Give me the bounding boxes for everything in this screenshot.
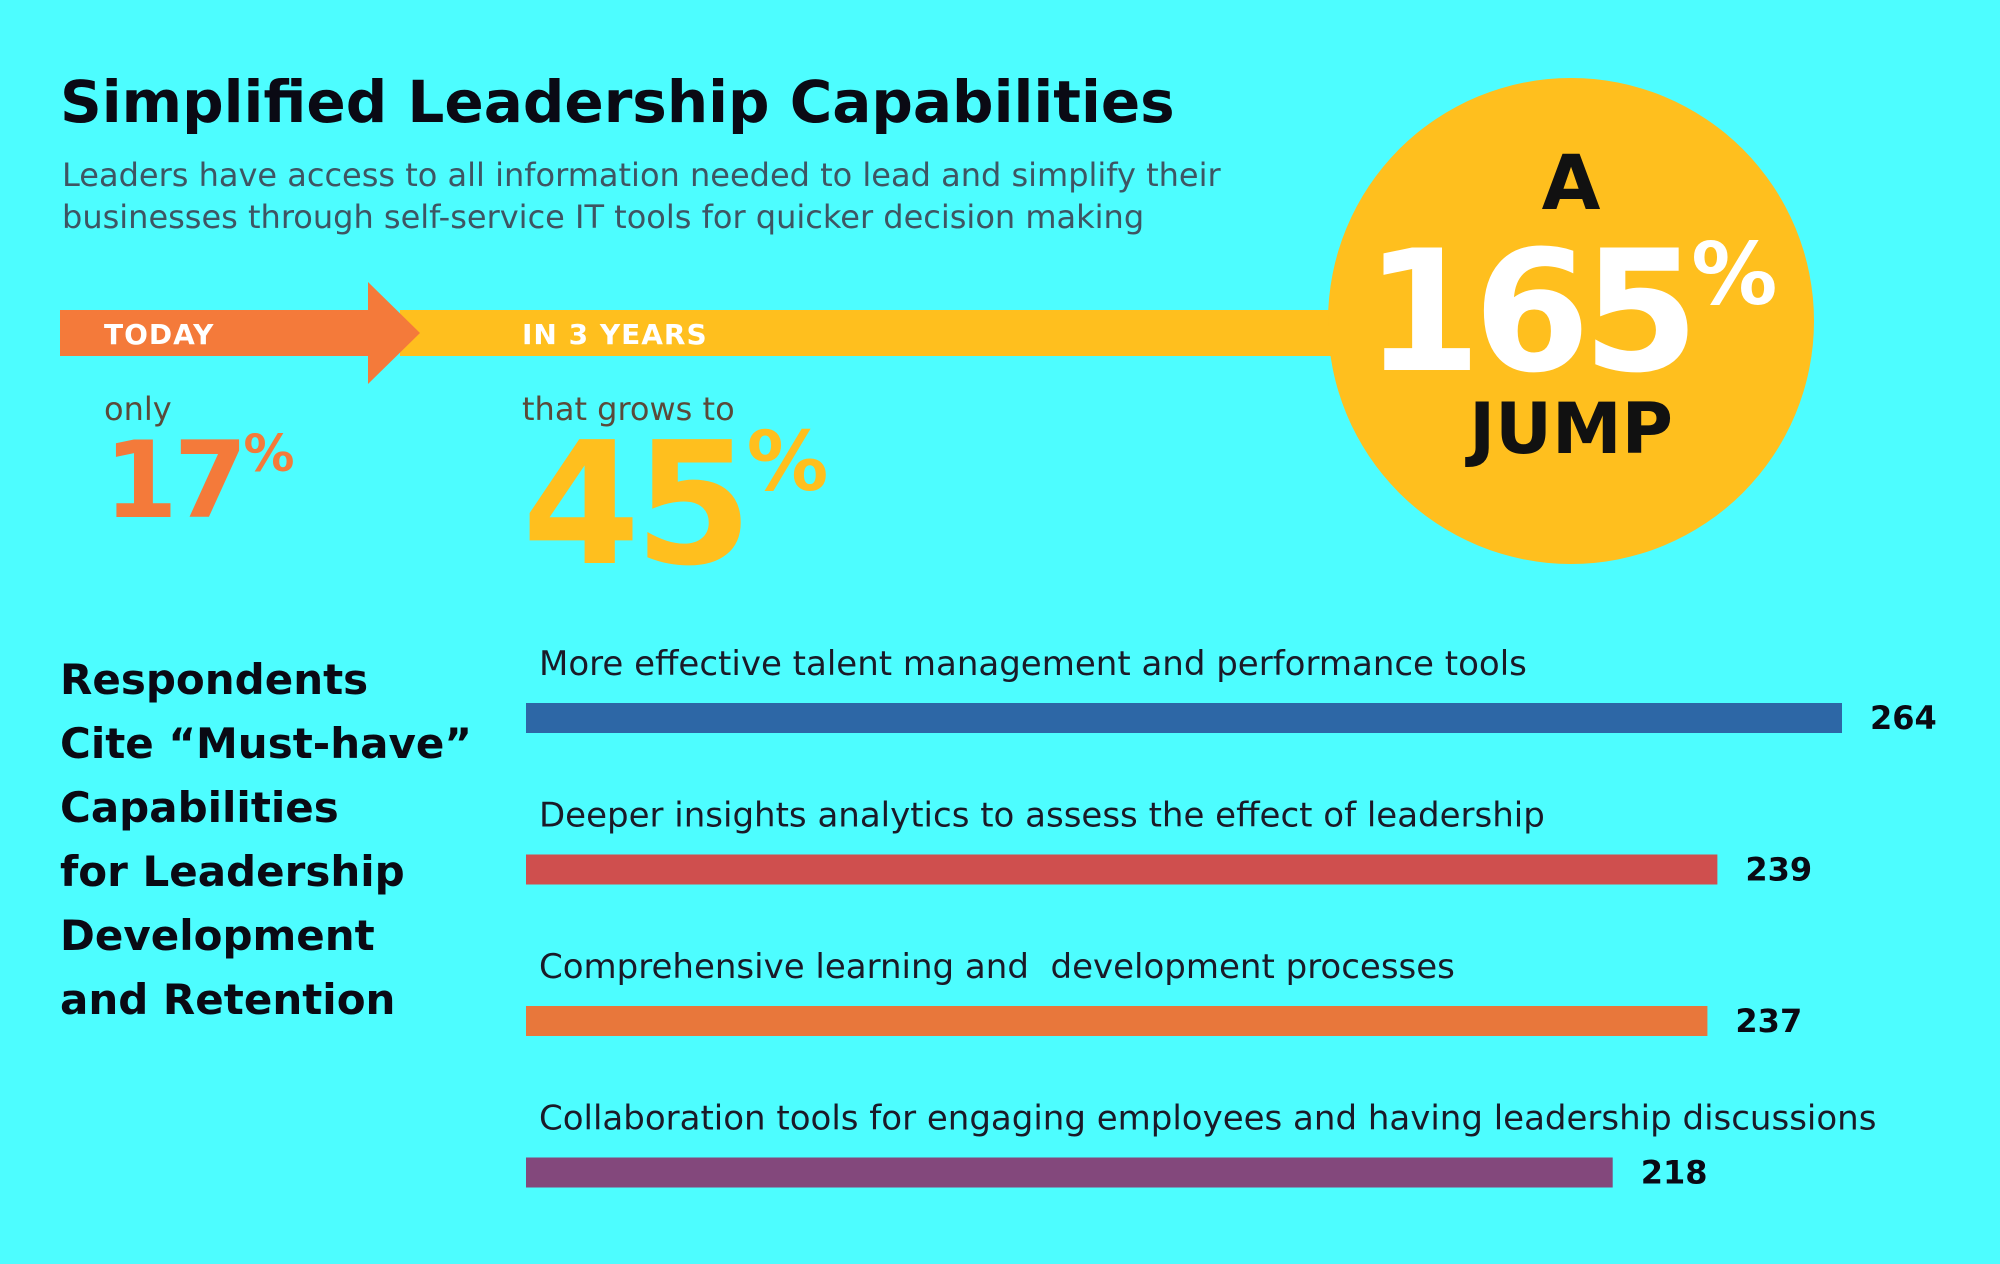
side-title-line: Cite “Must-have” [60,719,472,768]
future-prefix: that grows to [522,390,735,428]
future-arrow-band [400,310,1400,356]
side-title-line: Respondents [60,655,369,704]
jump-callout: A 165% JUMP [1328,88,1814,574]
jump-percentage: 165% [1328,228,1814,396]
page-title: Simplified Leadership Capabilities [60,68,1175,136]
chart-side-title: Respondents Cite “Must-have” Capabilitie… [60,648,480,1032]
subtitle-line-1: Leaders have access to all information n… [62,156,1221,194]
bar-category-label: Comprehensive learning and development p… [539,947,1455,987]
bar-value-label: 239 [1745,851,1812,889]
jump-suffix: JUMP [1469,388,1673,470]
side-title-line: for Leadership [60,847,405,896]
today-value: 17 [104,419,248,542]
bar [526,1006,1708,1036]
side-title-line: Development [60,911,375,960]
future-value: 45 [522,406,753,604]
today-percent-sign: % [243,424,295,484]
bar-value-label: 218 [1641,1154,1708,1192]
side-title-line: Capabilities [60,783,339,832]
bar [526,1157,1613,1188]
today-label: TODAY [104,318,215,351]
bar-category-label: Deeper insights analytics to assess the … [539,796,1545,836]
future-percentage: 45% [522,420,828,590]
jump-circle [1328,78,1814,564]
today-prefix: only [104,390,172,428]
today-arrow [60,282,420,384]
subtitle-line-2: businesses through self-service IT tools… [62,198,1145,236]
bar-value-label: 237 [1735,1002,1802,1040]
bar-category-label: Collaboration tools for engaging employe… [539,1099,1876,1139]
jump-percent-sign: % [1691,225,1778,325]
bar-category-label: More effective talent management and per… [539,644,1527,684]
side-title-line: and Retention [60,975,396,1024]
bar [526,703,1842,733]
future-percent-sign: % [746,414,829,510]
today-percentage: 17% [104,428,294,534]
jump-prefix: A [1541,138,1601,227]
jump-value: 165 [1364,214,1700,410]
future-label: IN 3 YEARS [522,318,708,351]
bar [526,854,1718,885]
bar-value-label: 264 [1870,699,1937,737]
